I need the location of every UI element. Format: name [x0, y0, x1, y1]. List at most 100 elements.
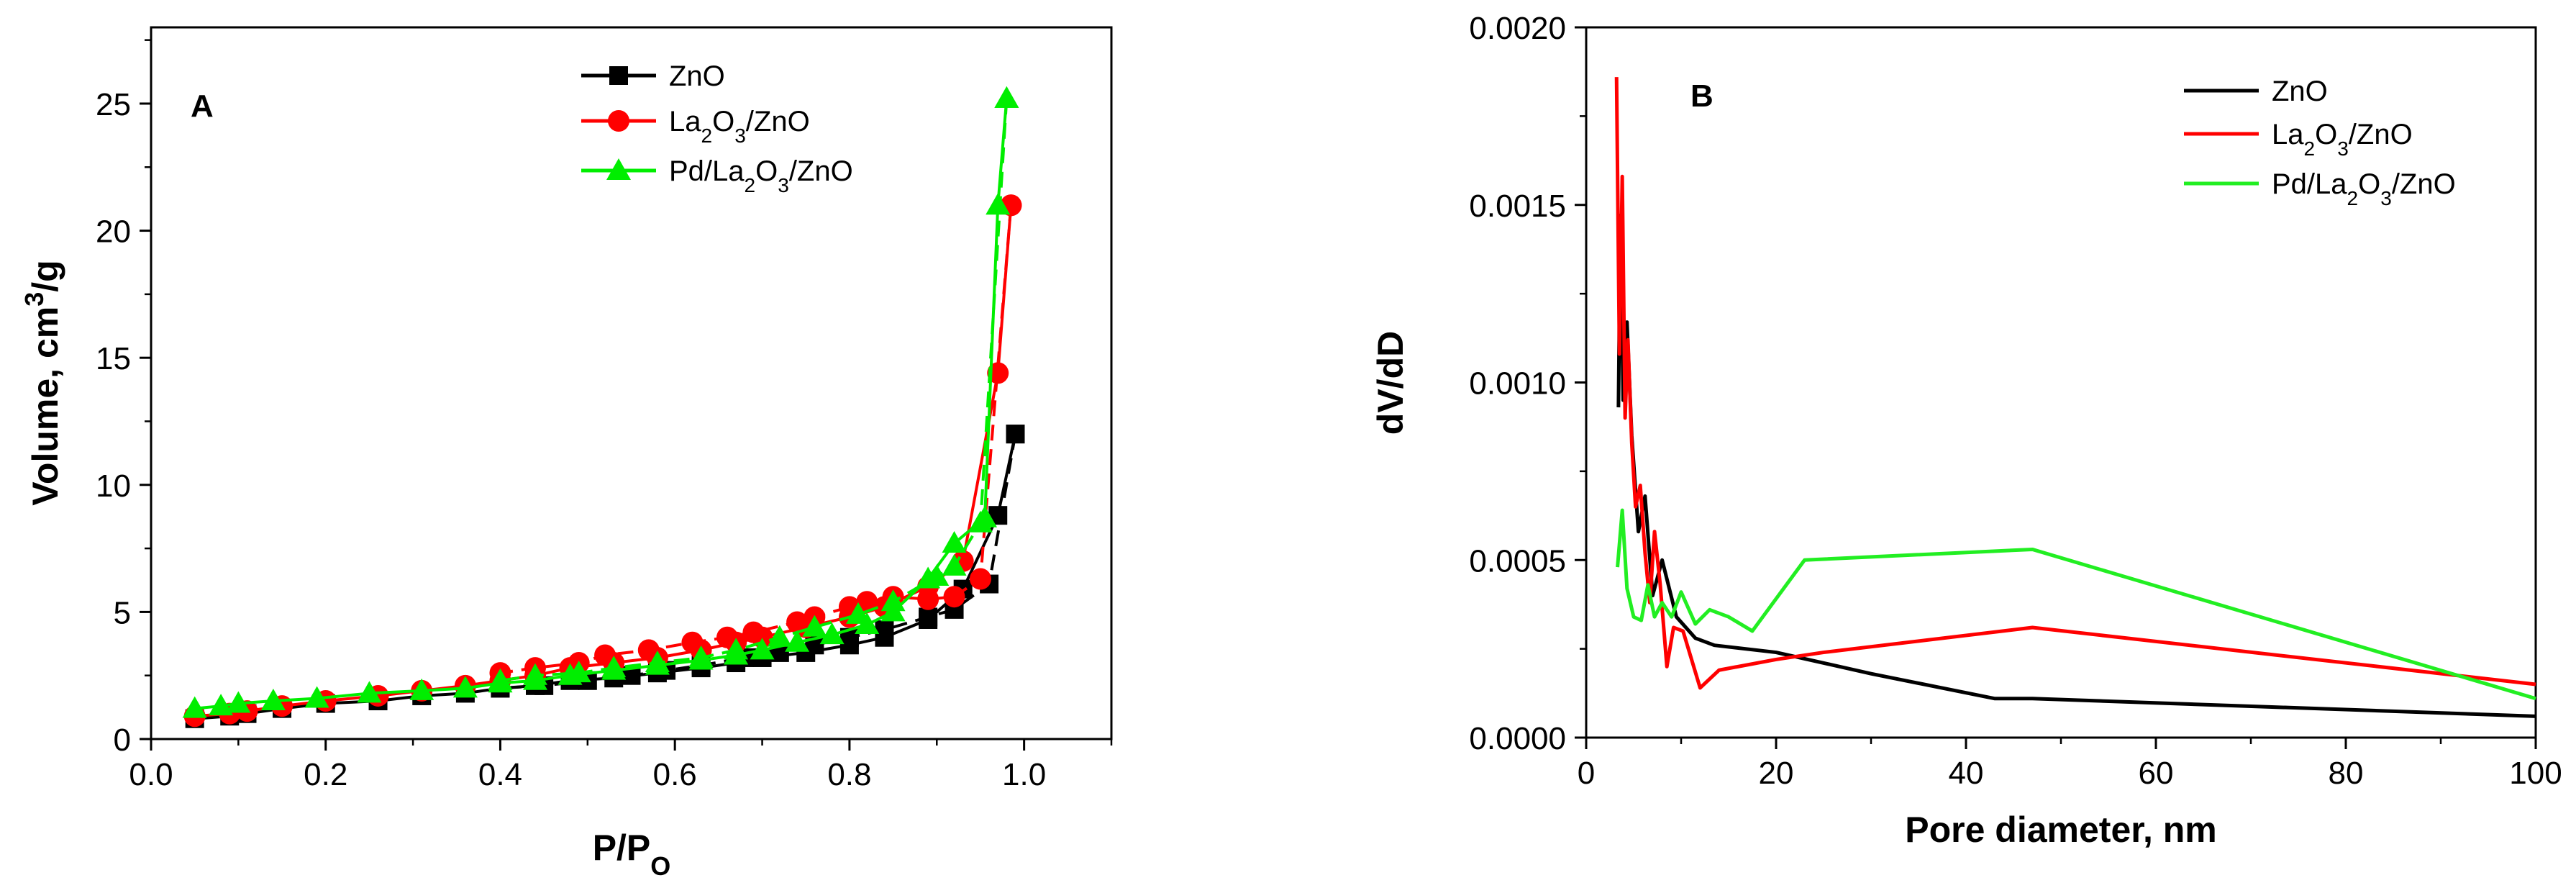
data-point-circle — [608, 110, 629, 132]
y-tick-label: 0 — [114, 722, 131, 758]
legend-label: ZnO — [2272, 76, 2328, 107]
data-point-triangle — [846, 602, 871, 624]
x-tick-label: 20 — [1759, 756, 1794, 791]
y-axis-title: Volume, cm3/g — [19, 260, 66, 505]
legend-label-part: 2 — [701, 124, 713, 147]
data-point-circle — [716, 626, 738, 648]
x-tick-label: 100 — [2509, 756, 2562, 791]
legend-label: Pd/La2O3/ZnO — [669, 155, 853, 196]
x-tick-label: 0 — [1578, 756, 1595, 791]
y-tick-label: 0.0010 — [1469, 366, 1566, 402]
legend-label-part: /ZnO — [789, 155, 853, 187]
x-axis-title: P/PO — [593, 828, 671, 881]
series-1 — [183, 194, 1022, 728]
y-tick-label: 15 — [96, 341, 131, 376]
chart-panel-a: 0.0 0.2 0.4 0.6 0.8 1.00510152025P/POVolume, … — [19, 26, 1113, 881]
data-point-triangle — [182, 696, 207, 718]
data-point-triangle — [357, 681, 382, 703]
x-axis-title: Pore diameter, nm — [1905, 810, 2217, 850]
data-point-triangle — [209, 694, 234, 716]
y-tick-label: 10 — [96, 468, 131, 504]
x-tick-label: 0.8 — [827, 757, 871, 792]
legend-label-part: 3 — [2337, 137, 2349, 160]
data-point-circle — [594, 644, 616, 666]
data-point-triangle — [942, 553, 967, 576]
data-point-square — [875, 620, 894, 640]
x-tick-label: 80 — [2329, 756, 2364, 791]
data-point-triangle — [750, 638, 775, 660]
data-point-circle — [856, 591, 878, 613]
y-tick-label: 0.0005 — [1469, 543, 1566, 579]
data-point-triangle — [688, 645, 714, 667]
data-point-triangle — [819, 622, 845, 645]
data-point-triangle — [724, 638, 749, 660]
legend-label: ZnO — [669, 60, 725, 92]
plot-frame — [150, 26, 1113, 740]
legend-label: La2O3/ZnO — [669, 106, 810, 147]
series-line-1 — [1614, 77, 2536, 690]
y-tick-label: 5 — [114, 595, 131, 630]
legend-label-part: La — [2272, 119, 2304, 150]
data-point-triangle — [880, 589, 906, 612]
x-axis-title-sub: O — [650, 851, 670, 881]
data-point-triangle — [601, 656, 627, 678]
series-line-2 — [1616, 508, 2536, 701]
legend-label: La2O3/ZnO — [2272, 119, 2413, 160]
data-point-triangle — [488, 668, 513, 690]
y-tick-label: 25 — [96, 87, 131, 122]
data-point-circle — [681, 631, 704, 653]
y-axis-title-sup: 3 — [19, 292, 49, 307]
legend-label-part: O — [2315, 119, 2337, 150]
legend-label-part: 2 — [2347, 187, 2359, 209]
data-point-circle — [943, 586, 965, 608]
y-axis-title-tail: /g — [25, 260, 65, 291]
x-tick-label: 0.2 — [304, 757, 347, 792]
legend-label-part: Pd/La — [2272, 168, 2347, 200]
legend-label-part: ZnO — [669, 60, 725, 92]
legend-label-part: /ZnO — [2349, 119, 2413, 150]
x-axis-title-main: P/P — [593, 828, 651, 868]
legend-label-part: O — [2358, 168, 2380, 200]
x-tick-label: 0.0 — [129, 757, 173, 792]
series-line-0 — [1616, 214, 2536, 718]
legend-label-part: La — [669, 106, 701, 137]
y-axis-title-main: Volume, cm — [25, 307, 65, 506]
legend-label-part: 3 — [2380, 187, 2392, 209]
x-tick-label: 0.4 — [478, 757, 522, 792]
data-point-triangle — [942, 531, 967, 553]
data-point-triangle — [924, 563, 950, 586]
series-2 — [182, 86, 1019, 718]
legend-label-part: 2 — [745, 174, 756, 196]
legend-label-part: O — [755, 155, 778, 187]
legend-label: Pd/La2O3/ZnO — [2272, 168, 2456, 209]
data-point-triangle — [645, 651, 670, 673]
data-point-circle — [637, 639, 660, 661]
y-axis-title: dV/dD — [1370, 331, 1411, 435]
legend-label-part: /ZnO — [746, 106, 810, 137]
data-point-triangle — [968, 510, 993, 533]
data-point-square — [609, 66, 628, 85]
data-point-triangle — [986, 193, 1011, 215]
data-point-triangle — [606, 158, 631, 180]
x-tick-label: 1.0 — [1002, 757, 1046, 792]
legend-label-part: O — [712, 106, 734, 137]
data-point-triangle — [409, 678, 434, 700]
data-point-circle — [969, 568, 991, 590]
data-point-circle — [786, 611, 809, 633]
data-point-triangle — [767, 625, 792, 647]
legend-label-part: 3 — [778, 174, 789, 196]
data-point-triangle — [452, 676, 478, 698]
data-point-square — [1006, 425, 1025, 444]
legend-label-part: /ZnO — [2392, 168, 2456, 200]
x-tick-label: 40 — [1949, 756, 1984, 791]
chart-panel-b: 0 20 40 60 80 100 0.0000 0.0005 0.0010 0.0015 0.00… — [1370, 11, 2562, 850]
data-point-square — [919, 607, 938, 627]
data-point-triangle — [523, 663, 547, 685]
legend-label-part: Pd/La — [669, 155, 745, 187]
y-tick-label: 0.0000 — [1469, 721, 1566, 756]
panel-label: B — [1690, 78, 1713, 114]
x-tick-label: 0.6 — [653, 757, 697, 792]
